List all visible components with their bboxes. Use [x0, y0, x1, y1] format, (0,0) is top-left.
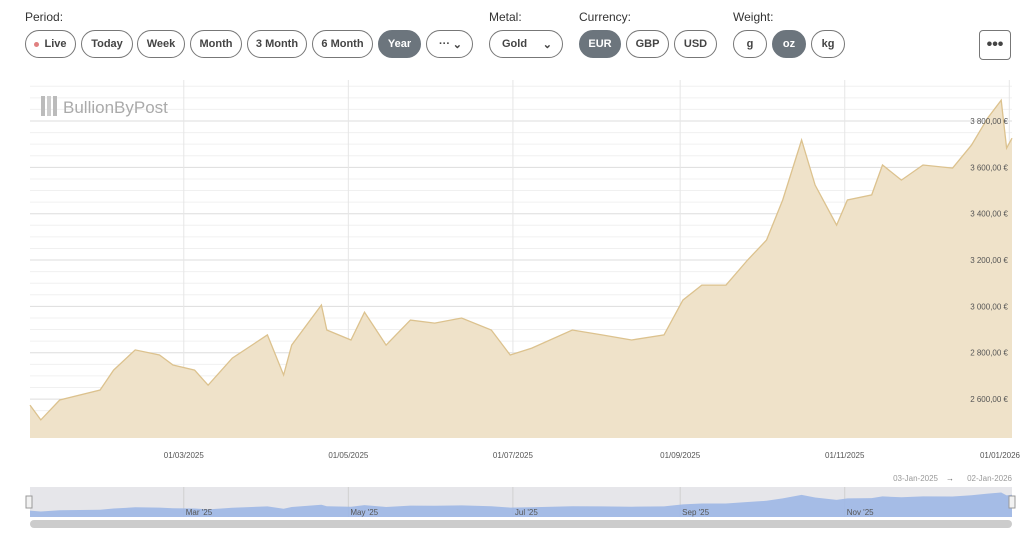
navigator-label: Nov '25	[847, 508, 874, 517]
y-tick-label: 3 400,00 €	[970, 210, 1008, 219]
y-tick-label: 3 200,00 €	[970, 256, 1008, 265]
period-week-button[interactable]: Week	[137, 30, 185, 58]
navigator-right-handle[interactable]	[1008, 495, 1016, 509]
range-arrow-icon: →	[946, 474, 954, 483]
more-options-button[interactable]: •••	[979, 30, 1011, 60]
price-line	[29, 98, 1013, 421]
range-to: 02-Jan-2026	[967, 474, 1012, 483]
x-tick-label: 01/11/2025	[825, 451, 865, 460]
x-tick-label: 01/05/2025	[328, 451, 369, 460]
metal-label: Metal:	[489, 10, 522, 24]
more-periods-label: ···	[439, 38, 450, 50]
metal-select[interactable]: Gold ⌄	[489, 30, 563, 58]
x-tick-label: 01/03/2025	[164, 451, 205, 460]
price-area	[30, 100, 1012, 438]
navigator-label: Jul '25	[515, 508, 538, 517]
period-today-button[interactable]: Today	[81, 30, 133, 58]
period-more-dropdown[interactable]: ··· ⌄	[426, 30, 473, 58]
period-month-button[interactable]: Month	[190, 30, 242, 58]
currency-eur-button[interactable]: EUR	[579, 30, 621, 58]
logo-watermark: BullionByPost	[41, 96, 168, 117]
x-tick-label: 01/09/2025	[660, 451, 701, 460]
navigator-label: Mar '25	[186, 508, 213, 517]
metal-value: Gold	[502, 38, 528, 50]
x-tick-label: 01/07/2025	[493, 451, 534, 460]
navigator-label: Sep '25	[682, 508, 709, 517]
period-6month-button[interactable]: 6 Month	[312, 30, 373, 58]
navigator-area	[30, 492, 1012, 517]
scrollbar[interactable]	[30, 520, 1012, 528]
currency-label: Currency:	[579, 10, 632, 24]
navigator-label: May '25	[350, 508, 378, 517]
weight-oz-button[interactable]: oz	[772, 30, 806, 58]
currency-usd-button[interactable]: USD	[674, 30, 717, 58]
y-tick-label: 3 000,00 €	[970, 302, 1008, 311]
y-tick-label: 2 800,00 €	[970, 349, 1008, 358]
chevron-down-icon: ⌄	[542, 38, 552, 51]
y-tick-label: 3 800,00 €	[970, 117, 1008, 126]
navigator-left-handle[interactable]	[25, 495, 33, 509]
weight-kg-button[interactable]: kg	[811, 30, 845, 58]
live-label: Live	[44, 38, 67, 50]
navigator[interactable]	[30, 487, 1012, 517]
period-3month-button[interactable]: 3 Month	[247, 30, 307, 58]
period-label: Period:	[25, 10, 64, 24]
weight-g-button[interactable]: g	[733, 30, 767, 58]
range-from: 03-Jan-2025	[893, 474, 938, 483]
x-tick-label: 01/01/2026	[980, 451, 1021, 460]
currency-gbp-button[interactable]: GBP	[626, 30, 669, 58]
period-year-button[interactable]: Year	[378, 30, 421, 58]
logo-text: BullionByPost	[63, 98, 168, 117]
period-live-button[interactable]: Live	[25, 30, 76, 58]
y-tick-label: 2 600,00 €	[970, 395, 1008, 404]
y-tick-label: 3 600,00 €	[970, 163, 1008, 172]
weight-label: Weight:	[733, 10, 774, 24]
chevron-down-icon: ⌄	[452, 38, 462, 51]
live-dot-icon	[34, 41, 40, 47]
